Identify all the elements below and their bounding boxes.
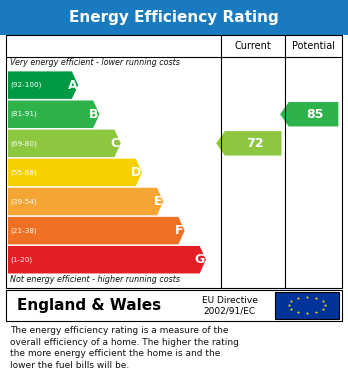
Text: The energy efficiency rating is a measure of the
overall efficiency of a home. T: The energy efficiency rating is a measur… bbox=[10, 326, 239, 370]
Bar bbox=[0, 0, 348, 35]
Text: E: E bbox=[154, 195, 162, 208]
Text: (81-91): (81-91) bbox=[11, 111, 38, 117]
Text: Energy Efficiency Rating: Energy Efficiency Rating bbox=[69, 10, 279, 25]
Text: 72: 72 bbox=[246, 137, 264, 150]
Polygon shape bbox=[8, 72, 78, 99]
Text: (21-38): (21-38) bbox=[11, 227, 38, 234]
Text: C: C bbox=[111, 137, 120, 150]
Polygon shape bbox=[8, 246, 206, 273]
Text: Not energy efficient - higher running costs: Not energy efficient - higher running co… bbox=[10, 275, 180, 284]
Text: EU Directive
2002/91/EC: EU Directive 2002/91/EC bbox=[202, 296, 258, 315]
Polygon shape bbox=[8, 129, 121, 157]
Polygon shape bbox=[8, 100, 100, 128]
Text: (69-80): (69-80) bbox=[11, 140, 38, 147]
Text: F: F bbox=[175, 224, 184, 237]
Text: Very energy efficient - lower running costs: Very energy efficient - lower running co… bbox=[10, 58, 180, 67]
Text: England & Wales: England & Wales bbox=[17, 298, 161, 313]
Text: G: G bbox=[195, 253, 205, 266]
Text: Current: Current bbox=[235, 41, 271, 51]
Text: (1-20): (1-20) bbox=[11, 256, 33, 263]
Bar bbox=[275, 292, 339, 319]
Text: (55-68): (55-68) bbox=[11, 169, 38, 176]
Text: D: D bbox=[131, 166, 141, 179]
Text: Potential: Potential bbox=[292, 41, 335, 51]
Text: (92-100): (92-100) bbox=[11, 82, 42, 88]
Polygon shape bbox=[280, 102, 338, 126]
Polygon shape bbox=[8, 188, 163, 215]
Text: B: B bbox=[89, 108, 98, 121]
Polygon shape bbox=[8, 159, 142, 186]
Bar bbox=[6, 290, 342, 321]
Text: (39-54): (39-54) bbox=[11, 198, 38, 205]
Text: A: A bbox=[68, 79, 77, 91]
Polygon shape bbox=[8, 217, 185, 244]
Polygon shape bbox=[216, 131, 282, 156]
Text: 85: 85 bbox=[307, 108, 324, 121]
Bar bbox=[6, 35, 342, 288]
